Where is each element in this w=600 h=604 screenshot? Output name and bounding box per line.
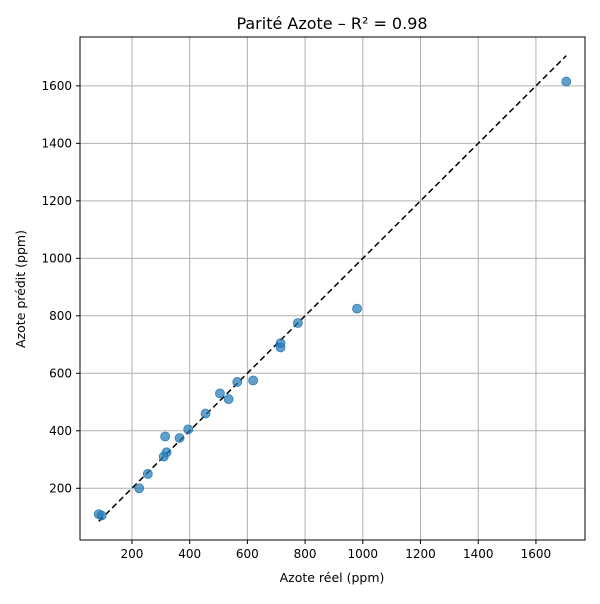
- data-point: [215, 388, 225, 399]
- data-point: [223, 394, 234, 405]
- x-tick-label: 1200: [405, 547, 436, 561]
- y-axis-ticks: 200 400 600 800 1000 1200 1400 1600: [41, 79, 80, 495]
- y-axis-label: Azote prédit (ppm): [13, 230, 28, 348]
- y-tick-label: 800: [49, 309, 72, 323]
- data-point: [352, 303, 362, 314]
- data-point: [174, 433, 185, 443]
- reference-line-group: [98, 55, 567, 522]
- grid: [80, 37, 585, 540]
- data-point: [292, 318, 303, 328]
- data-point: [248, 375, 259, 386]
- y-tick-label: 1400: [41, 136, 72, 150]
- data-point: [561, 76, 572, 87]
- x-tick-label: 1000: [348, 547, 379, 561]
- data-point: [232, 377, 243, 387]
- x-tick-label: 800: [294, 547, 317, 561]
- data-point: [96, 510, 107, 521]
- parity-reference-line: [98, 55, 567, 522]
- x-tick-label: 1600: [521, 547, 552, 561]
- x-axis-label: Azote réel (ppm): [280, 570, 385, 585]
- y-tick-label: 400: [49, 424, 72, 438]
- y-tick-label: 1600: [41, 79, 72, 93]
- x-tick-label: 200: [120, 547, 143, 561]
- data-point: [134, 483, 145, 494]
- x-tick-label: 600: [236, 547, 259, 561]
- data-points: [93, 76, 572, 521]
- data-point: [183, 424, 194, 435]
- data-point: [200, 408, 211, 419]
- x-tick-label: 400: [178, 547, 201, 561]
- chart-title: Parité Azote – R² = 0.98: [236, 14, 427, 33]
- data-point: [275, 342, 286, 353]
- y-tick-label: 1000: [41, 251, 72, 265]
- x-tick-label: 1400: [463, 547, 494, 561]
- data-point: [160, 431, 171, 442]
- data-point: [142, 468, 153, 479]
- x-axis-ticks: 200 400 600 800 1000 1200 1400 1600: [120, 540, 551, 561]
- y-tick-label: 1200: [41, 194, 72, 208]
- y-tick-label: 600: [49, 366, 72, 380]
- y-tick-label: 200: [49, 481, 72, 495]
- data-point: [161, 447, 172, 458]
- plot-frame: [79, 36, 586, 541]
